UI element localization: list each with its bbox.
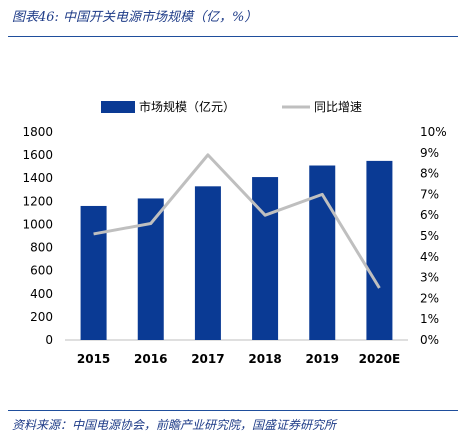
y-left-tick-label: 1800 — [22, 125, 53, 139]
bar-2019 — [309, 165, 336, 340]
y-right-tick-label: 7% — [420, 187, 439, 201]
y-right-tick-label: 2% — [420, 291, 439, 305]
bar-2017 — [194, 186, 221, 340]
legend-swatch-bar — [101, 101, 135, 113]
source-rule — [8, 410, 458, 411]
growth-line — [93, 153, 381, 289]
x-tick-label: 2018 — [248, 352, 281, 366]
chart-axes: 0 200 400 600 800 1000 1200 1400 1600 1800 0% 1% 2% 3… — [22, 125, 446, 347]
bar-2016 — [137, 198, 164, 340]
bar-2018 — [252, 177, 279, 340]
y-right-tick-label: 3% — [420, 271, 439, 285]
x-tick-label: 2015 — [77, 352, 110, 366]
bar-series — [80, 160, 393, 340]
y-left-tick-label: 0 — [45, 333, 53, 347]
y-left-tick-label: 1200 — [22, 194, 53, 208]
combo-chart: 市场规模（亿元） 同比增速 0 200 400 600 800 1000 1200 1400 16… — [22, 99, 446, 366]
y-left-tick-label: 200 — [30, 310, 53, 324]
y-left-tick-label: 800 — [30, 241, 53, 255]
y-right-tick-label: 8% — [420, 167, 439, 181]
line-series — [93, 153, 381, 289]
bar-2015 — [80, 205, 107, 340]
y-right-tick-label: 1% — [420, 312, 439, 326]
x-tick-label: 2016 — [134, 352, 167, 366]
x-tick-label: 2019 — [306, 352, 339, 366]
bar-2020E — [366, 160, 393, 340]
x-tick-label: 2020E — [359, 352, 401, 366]
y-right-tick-label: 10% — [420, 125, 447, 139]
y-left-tick-label: 400 — [30, 287, 53, 301]
y-right-tick-label: 4% — [420, 250, 439, 264]
y-right-tick-label: 0% — [420, 333, 439, 347]
figure-title: 图表46: 中国开关电源市场规模（亿，%） — [12, 10, 258, 25]
title-rule — [8, 36, 458, 37]
x-tick-label: 2017 — [191, 352, 224, 366]
y-right-tick-label: 5% — [420, 229, 439, 243]
y-right-tick-label: 6% — [420, 208, 439, 222]
legend-label-bar: 市场规模（亿元） — [139, 99, 235, 114]
figure-source: 资料来源：中国电源协会，前瞻产业研究院，国盛证券研究所 — [12, 418, 337, 432]
y-left-tick-label: 600 — [30, 264, 53, 278]
chart-legend: 市场规模（亿元） 同比增速 — [101, 99, 362, 114]
y-left-tick-label: 1600 — [22, 148, 53, 162]
y-right-tick-label: 9% — [420, 146, 439, 160]
category-labels: 2015 2016 2017 2018 2019 2020E — [77, 352, 400, 366]
y-left-tick-label: 1400 — [22, 171, 53, 185]
legend-label-line: 同比增速 — [314, 100, 362, 114]
y-left-tick-label: 1000 — [22, 217, 53, 231]
